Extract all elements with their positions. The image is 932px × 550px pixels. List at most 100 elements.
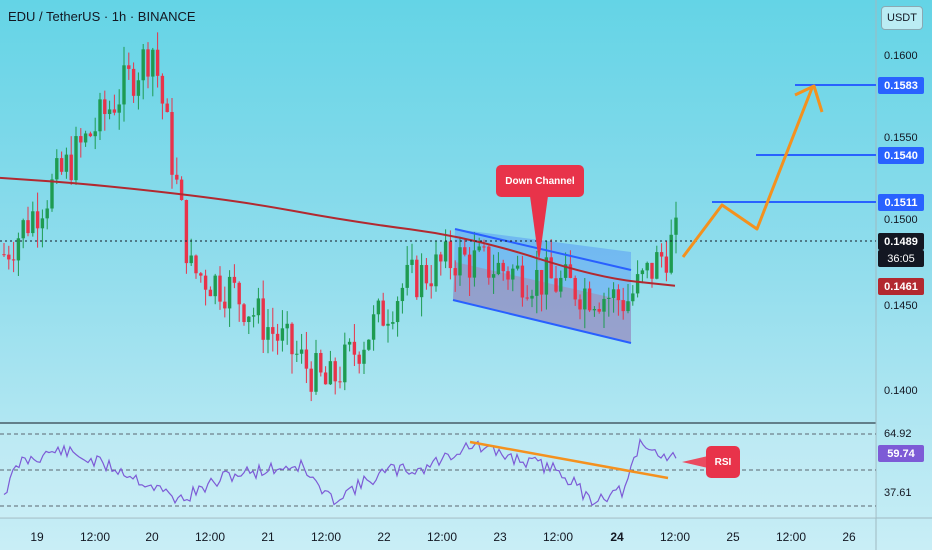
time-label: 12:00 [79, 530, 111, 544]
candle-body [256, 298, 261, 316]
projection-arrowhead [794, 84, 824, 113]
candle-body [592, 309, 597, 311]
candle-body [554, 278, 558, 292]
price-label-1450: 0.1450 [884, 300, 918, 312]
candle-body [280, 328, 285, 341]
candle-body [290, 323, 294, 355]
candle-body [448, 241, 453, 269]
candle-body [347, 341, 352, 345]
candle-body [319, 353, 323, 373]
projection-arrow [681, 87, 814, 258]
candle-body [117, 104, 121, 113]
candle-body [578, 299, 582, 310]
candle-body [367, 339, 371, 350]
candle-body [31, 211, 35, 234]
candle-body [616, 289, 621, 301]
candle-body [79, 136, 83, 143]
candle-body [194, 255, 198, 274]
channel-lower-line [452, 299, 632, 344]
time-label: 12:00 [542, 530, 574, 544]
down-channel-callout: Down Channel [496, 165, 584, 197]
candle-body [343, 344, 347, 383]
target-high-badge: 0.1583 [878, 77, 924, 94]
rsi-lower-label: 37.61 [884, 487, 912, 499]
candle-body [539, 269, 544, 295]
rsi-upper-label: 64.92 [884, 428, 912, 440]
candle-body [261, 298, 265, 340]
candle-body [275, 333, 280, 341]
candle-body [655, 252, 659, 279]
candle-body [573, 277, 577, 300]
candle-body [74, 136, 78, 181]
candle-body [405, 264, 409, 288]
candle-body [501, 262, 505, 272]
time-label: 12:00 [659, 530, 691, 544]
candle-body [338, 381, 342, 383]
candle-body [611, 289, 616, 298]
time-label: 24 [610, 530, 624, 544]
candle-body [362, 349, 366, 364]
time-label: 12:00 [310, 530, 342, 544]
candle-body [391, 322, 395, 324]
candle-body [16, 238, 21, 261]
candle-body [419, 265, 424, 298]
candle-body [122, 65, 126, 105]
candle-body [299, 349, 304, 354]
symbol-title: EDU / TetherUS · 1h · BINANCE [8, 9, 196, 24]
candle-body [323, 372, 328, 385]
candle-body [659, 252, 664, 257]
current-price-badge: 0.1489 [878, 233, 924, 250]
candle-body [64, 154, 69, 172]
candle-body [199, 273, 203, 276]
candle-body [544, 257, 549, 295]
candle-body [208, 289, 213, 297]
candle-body [2, 254, 6, 256]
currency-button[interactable]: USDT [881, 6, 923, 30]
down-channel-pointer [530, 196, 548, 262]
candle-body [439, 254, 443, 262]
candle-body [136, 80, 141, 96]
candle-body [251, 315, 256, 317]
candle-body [309, 368, 313, 392]
candle-body [184, 200, 189, 264]
candle-body [520, 265, 525, 298]
target-low-badge: 0.1511 [878, 194, 924, 211]
candle-body [515, 265, 520, 269]
candle-body [103, 99, 107, 115]
rsi-callout: RSI [706, 446, 740, 478]
candle-body [453, 268, 457, 276]
candle-body [146, 49, 150, 77]
candle-body [496, 262, 501, 275]
candle-body [170, 112, 174, 175]
candle-body [635, 274, 640, 294]
candle-body [304, 349, 309, 369]
candle-body [175, 174, 179, 180]
rsi-callout-pointer [682, 456, 708, 468]
candle-body [11, 259, 16, 261]
candle-body [626, 301, 630, 312]
candle-body [131, 68, 136, 96]
candle-body [386, 323, 390, 326]
candle-body [242, 304, 246, 323]
candle-body [232, 276, 237, 283]
candle-body [525, 297, 529, 299]
candle-body [487, 246, 491, 278]
candle-body [26, 220, 30, 234]
candle-body [669, 234, 673, 273]
time-label: 25 [726, 530, 740, 544]
time-label: 20 [145, 530, 159, 544]
candle-body [602, 298, 606, 312]
candle-body [357, 354, 361, 364]
candle-body [568, 264, 573, 278]
candle-body [237, 282, 241, 305]
candle-body [640, 270, 645, 275]
ma-value-badge: 0.1461 [878, 278, 924, 295]
candle-body [98, 99, 102, 132]
time-label: 12:00 [426, 530, 458, 544]
candle-body [83, 133, 88, 143]
candle-body [35, 211, 40, 229]
price-label-1550: 0.1550 [884, 132, 918, 144]
candle-body [559, 277, 563, 292]
